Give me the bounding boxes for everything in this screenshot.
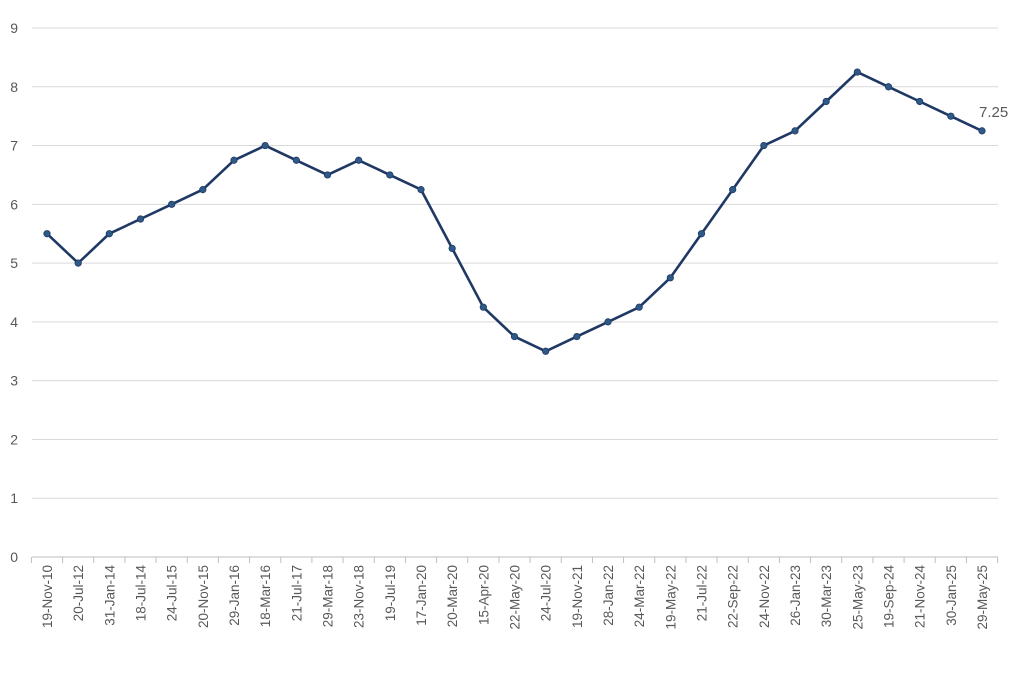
data-point <box>822 97 830 106</box>
data-point <box>635 303 643 311</box>
x-tick-label: 15-Apr-20 <box>476 565 491 625</box>
y-tick-label: 9 <box>10 20 18 36</box>
data-point <box>261 141 269 150</box>
data-point <box>199 186 207 194</box>
y-tick-label: 0 <box>10 549 18 565</box>
data-point <box>760 141 768 150</box>
x-tick-label: 23-Nov-18 <box>352 565 367 628</box>
x-tick-label: 26-Jan-23 <box>788 565 803 626</box>
data-point <box>43 230 51 238</box>
data-point <box>417 186 425 194</box>
data-point <box>884 83 893 91</box>
data-point <box>916 97 924 106</box>
x-tick-label: 20-Nov-15 <box>196 565 211 628</box>
x-tick-label: 31-Jan-14 <box>102 565 117 626</box>
y-tick-label: 2 <box>10 431 18 447</box>
x-tick-label: 21-Nov-24 <box>913 565 928 629</box>
data-point <box>853 68 861 76</box>
x-tick-label: 24-Nov-22 <box>757 565 772 628</box>
x-tick-label: 25-May-23 <box>850 565 865 630</box>
y-tick-label: 4 <box>10 314 18 330</box>
data-point <box>292 156 300 164</box>
data-point <box>136 215 145 223</box>
x-tick-label: 30-Mar-23 <box>819 565 834 627</box>
x-tick-label: 18-Mar-16 <box>258 565 273 627</box>
data-point <box>448 244 456 253</box>
data-point <box>230 156 238 164</box>
y-tick-labels: 0 1 2 3 4 5 6 7 8 9 <box>10 20 18 565</box>
data-point <box>105 230 113 238</box>
y-tick-label: 1 <box>10 490 18 506</box>
data-point <box>729 186 737 194</box>
x-tick-label: 19-Sep-24 <box>882 565 897 629</box>
data-point <box>666 274 674 282</box>
data-point <box>542 347 550 355</box>
x-tick-label: 30-Jan-25 <box>944 565 959 626</box>
data-point <box>510 332 519 341</box>
x-tick-label: 24-Mar-22 <box>632 565 647 627</box>
x-tick-label: 19-May-22 <box>663 565 678 630</box>
x-tick-label: 29-Mar-18 <box>321 565 336 627</box>
x-tick-labels: 19-Nov-10 20-Jul-12 31-Jan-14 18-Jul-14 24-J… <box>40 565 990 630</box>
x-tick-label: 20-Jul-12 <box>71 565 86 621</box>
data-point <box>355 156 363 164</box>
series-line <box>45 70 984 353</box>
data-point <box>604 318 612 326</box>
data-label: 7.25 <box>979 104 1008 121</box>
data-point <box>323 171 332 179</box>
y-tick-label: 5 <box>10 255 18 271</box>
x-tick-label: 17-Jan-20 <box>414 565 429 626</box>
data-point <box>978 127 986 135</box>
y-tick-label: 3 <box>10 373 18 389</box>
x-tick-label: 29-May-25 <box>975 565 990 630</box>
x-tick-label: 19-Jul-19 <box>383 565 398 621</box>
x-tick-label: 20-Mar-20 <box>445 565 460 627</box>
x-tick-label: 24-Jul-15 <box>165 565 180 621</box>
x-tick-label: 29-Jan-16 <box>227 565 242 626</box>
data-point <box>697 230 706 238</box>
x-tick-label: 19-Nov-10 <box>40 565 55 628</box>
data-point <box>168 200 176 208</box>
axes <box>30 556 999 563</box>
x-tick-label: 18-Jul-14 <box>134 565 149 622</box>
data-point <box>386 171 394 179</box>
series <box>43 68 986 355</box>
x-tick-label: 22-May-20 <box>508 565 523 630</box>
x-tick-label: 28-Jan-22 <box>601 565 616 626</box>
y-tick-label: 8 <box>10 79 18 95</box>
x-tick-label: 21-Jul-22 <box>695 565 710 621</box>
x-tick-label: 22-Sep-22 <box>726 565 741 628</box>
y-tick-label: 6 <box>10 196 18 212</box>
data-point <box>573 332 581 341</box>
data-point <box>947 112 955 120</box>
x-tick-label: 24-Jul-20 <box>539 565 554 621</box>
data-point <box>791 127 799 135</box>
data-labels: 7.25 <box>979 104 1008 121</box>
data-point <box>74 259 82 267</box>
data-point <box>479 303 487 311</box>
x-tick-label: 19-Nov-21 <box>570 565 585 628</box>
gridlines <box>32 27 998 499</box>
y-tick-label: 7 <box>10 138 18 154</box>
x-tick-label: 21-Jul-17 <box>289 565 304 621</box>
